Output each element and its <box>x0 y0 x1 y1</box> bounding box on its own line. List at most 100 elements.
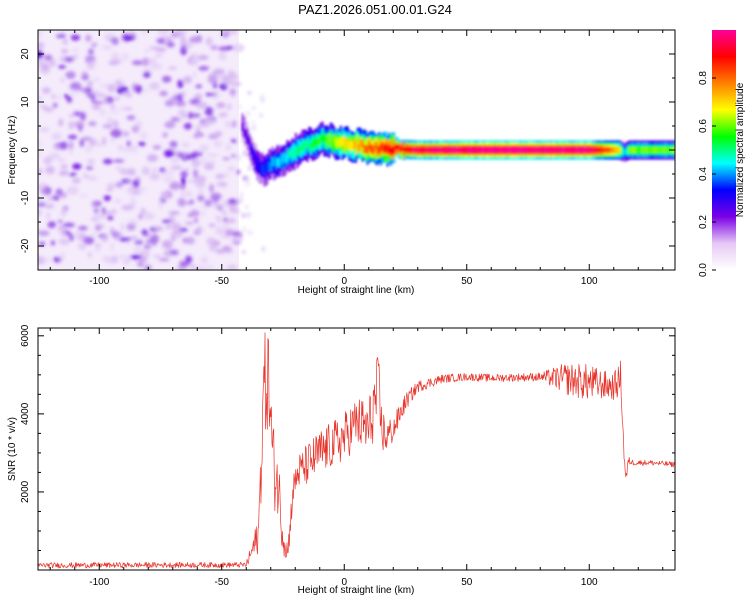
noise-blob <box>138 256 148 264</box>
ridge-cell <box>366 145 369 154</box>
ridge-cell <box>538 147 541 153</box>
spectrogram-y-ticks: -20 -10 0 10 20 <box>20 29 675 271</box>
ridge-cell <box>333 135 336 152</box>
ridge-cell <box>301 142 304 152</box>
ridge-cell <box>421 147 424 153</box>
ridge-cell <box>629 147 633 153</box>
ridge-cell <box>338 137 341 147</box>
ridge-cell <box>343 136 346 146</box>
ridge-cell <box>488 147 491 153</box>
noise-blob <box>121 204 133 211</box>
noise-blob <box>120 223 125 231</box>
colorbar-tick-label: 0.2 <box>698 215 709 229</box>
ridge-cell <box>453 147 456 153</box>
noise-blob <box>50 240 56 246</box>
noise-blob <box>197 187 204 197</box>
noise-blob <box>101 45 113 50</box>
noise-blob <box>83 236 95 245</box>
noise-blob <box>231 120 237 128</box>
ridge-cell <box>311 139 314 148</box>
ridge-cell <box>278 158 281 168</box>
noise-blob <box>114 96 121 101</box>
noise-blob <box>118 144 123 151</box>
noise-blob <box>185 237 196 245</box>
ridge-cell <box>241 122 244 132</box>
ridge-cell <box>658 147 661 153</box>
spectrogram-noise-blobs <box>38 30 265 270</box>
ridge-cell <box>304 139 307 149</box>
ridge-cell <box>331 134 334 143</box>
noise-blob <box>138 89 151 93</box>
noise-blob <box>188 37 201 44</box>
ridge-cell <box>308 142 311 152</box>
ridge-cell <box>566 147 569 153</box>
ridge-cell <box>373 145 376 154</box>
noise-blob <box>115 181 124 188</box>
noise-blob <box>149 45 160 51</box>
ridge-cell <box>456 147 459 153</box>
noise-blob <box>221 75 229 80</box>
noise-blob <box>205 92 216 97</box>
ridge-cell <box>344 140 348 150</box>
noise-blob <box>197 266 206 270</box>
ridge-cell <box>594 147 598 153</box>
ridge-cell <box>403 147 406 153</box>
noise-blob <box>118 107 127 111</box>
ridge-cell <box>296 146 299 156</box>
noise-blob <box>224 120 232 128</box>
noise-blob <box>68 141 74 150</box>
noise-blob <box>64 56 74 63</box>
ridge-cell <box>393 146 396 155</box>
noise-blob <box>223 172 229 178</box>
noise-blob <box>123 131 129 137</box>
ridge-cell <box>463 147 466 153</box>
ridge-cell <box>258 161 261 170</box>
ridge-cell <box>293 149 296 158</box>
ridge-cell <box>528 147 531 153</box>
ridge-cell <box>356 134 359 151</box>
noise-blob <box>92 77 101 82</box>
noise-blob <box>85 34 92 42</box>
noise-blob <box>132 179 140 188</box>
noise-blob <box>46 212 51 220</box>
figure-title: PAZ1.2026.051.00.01.G24 <box>298 2 452 17</box>
noise-blob <box>59 77 66 84</box>
ridge-cell <box>546 147 549 153</box>
noise-blob <box>103 158 113 165</box>
noise-blob <box>160 191 169 200</box>
noise-blob <box>88 48 94 55</box>
ridge-cell <box>439 147 443 153</box>
noise-blob <box>237 232 243 237</box>
noise-blob <box>173 93 178 98</box>
noise-blob <box>214 204 220 208</box>
ridge-cell <box>309 142 312 151</box>
noise-blob <box>114 198 122 204</box>
noise-blob <box>210 192 222 201</box>
ridge-cell <box>331 136 334 152</box>
ridge-cell <box>351 141 354 151</box>
ridge-cell <box>419 147 423 153</box>
noise-blob <box>245 205 248 209</box>
noise-blob <box>70 34 81 41</box>
noise-blob <box>155 53 163 58</box>
noise-blob <box>38 209 42 216</box>
noise-blob <box>86 166 94 170</box>
ridge-cell <box>418 147 421 153</box>
ridge-cell <box>486 147 489 153</box>
noise-blob <box>45 196 55 202</box>
noise-blob <box>60 170 69 176</box>
noise-blob <box>77 87 88 92</box>
noise-blob <box>91 105 101 110</box>
ridge-cell <box>518 147 521 153</box>
ridge-cell <box>499 147 503 153</box>
ridge-cell <box>383 144 386 154</box>
noise-blob <box>201 211 206 216</box>
ridge-cell <box>571 147 574 153</box>
ridge-cell <box>294 148 297 158</box>
ridge-cell <box>581 147 584 153</box>
noise-blob <box>125 35 135 41</box>
ridge-cell <box>399 147 403 154</box>
noise-blob <box>109 108 119 115</box>
ridge-cell <box>476 147 479 153</box>
